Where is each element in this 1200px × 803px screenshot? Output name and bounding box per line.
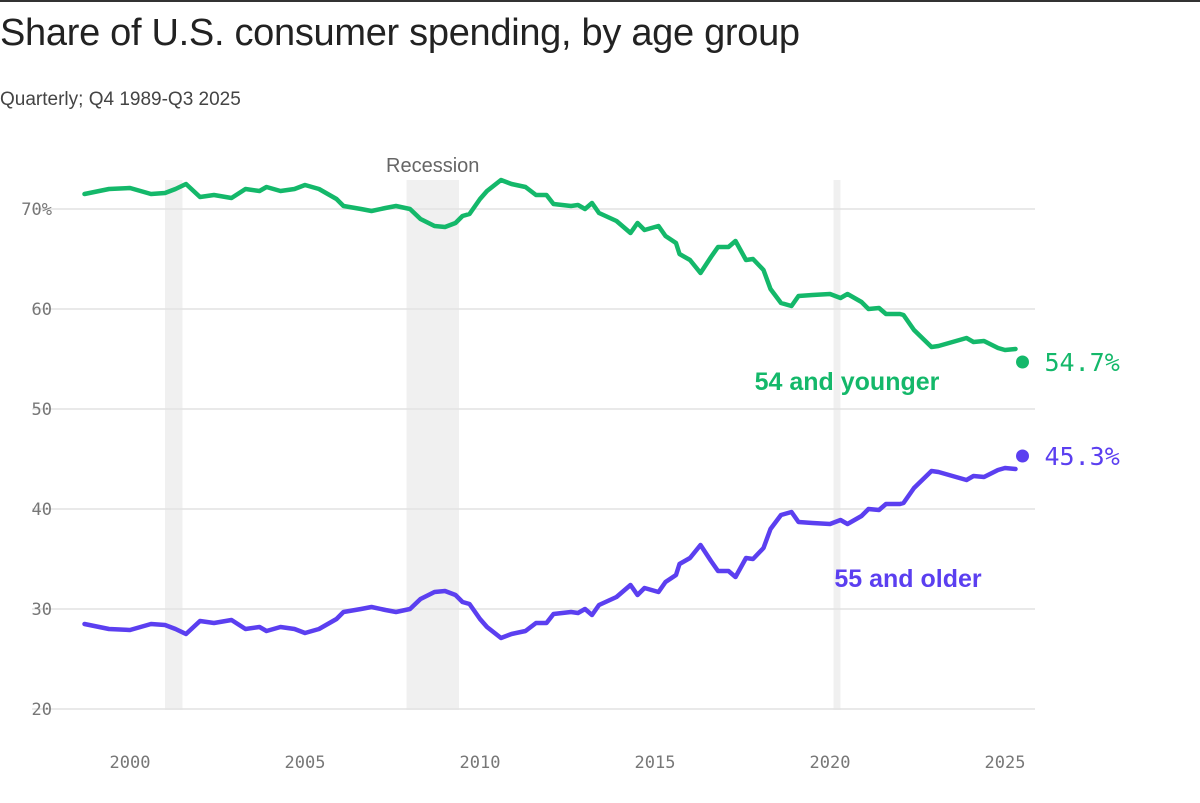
x-tick-label: 2005 [285, 753, 326, 773]
series-end-dot-0 [1016, 355, 1029, 369]
y-tick-label: 30 [32, 600, 52, 620]
series-name-label: 54 and younger [755, 368, 940, 396]
chart-title: Share of U.S. consumer spending, by age … [0, 12, 800, 54]
y-tick-label: 50 [32, 400, 52, 420]
series-end-dot-1 [1016, 449, 1029, 463]
x-tick-label: 2000 [110, 753, 151, 773]
y-tick-label: 40 [32, 500, 52, 520]
series-end-value-label: 45.3% [1045, 442, 1120, 471]
top-rule [0, 0, 1200, 2]
y-tick-label: 20 [32, 700, 52, 720]
x-tick-label: 2025 [985, 753, 1026, 773]
recession-band [833, 180, 841, 710]
x-tick-label: 2010 [460, 753, 501, 773]
recession-band [165, 180, 183, 710]
series-line-1 [82, 465, 1018, 641]
x-tick-label: 2015 [635, 753, 676, 773]
x-tick-label: 2020 [810, 753, 851, 773]
recession-label: Recession [386, 155, 479, 177]
series-line-0 [82, 177, 1018, 353]
chart-subtitle: Quarterly; Q4 1989-Q3 2025 [0, 89, 241, 110]
recession-band [406, 180, 459, 710]
y-tick-label: 60 [32, 300, 52, 320]
series-end-value-label: 54.7% [1045, 348, 1120, 377]
series-name-label: 55 and older [834, 565, 982, 593]
y-tick-label: 70% [21, 200, 52, 220]
